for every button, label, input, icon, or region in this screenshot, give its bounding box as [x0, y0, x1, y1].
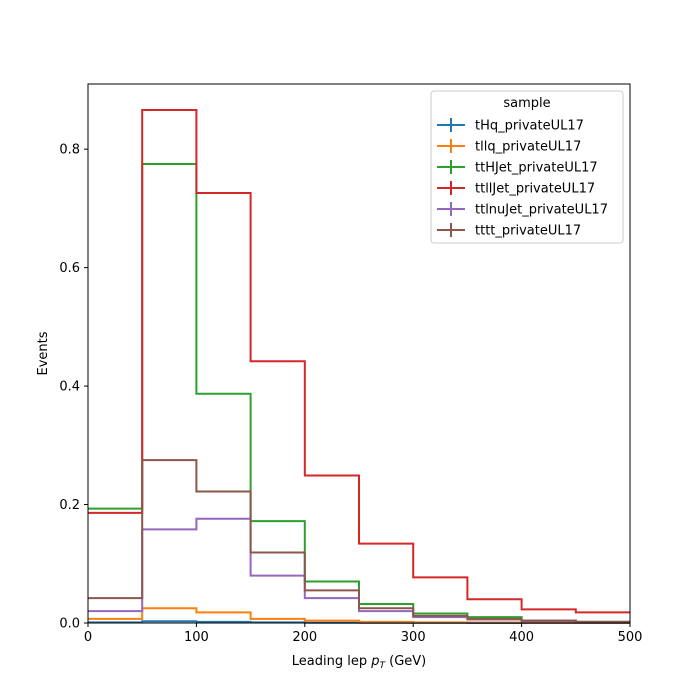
legend-item-tttt_privateUL17: tttt_privateUL17: [437, 223, 581, 239]
legend-label: ttlnuJet_privateUL17: [475, 203, 608, 218]
legend-label: tHq_privateUL17: [475, 119, 584, 134]
x-axis: 0 100 200 300 400 500: [84, 623, 643, 645]
legend: sample tHq_privateUL17 tllq_privateUL17tt…: [430, 90, 624, 244]
legend-item-ttlnuJet_privateUL17: ttlnuJet_privateUL17: [437, 202, 608, 218]
y-tick-label: 0.8: [59, 143, 80, 158]
x-axis-label: Leading lep pT (GeV): [292, 654, 426, 672]
legend-box: [430, 90, 624, 244]
y-tick-label: 0.4: [59, 380, 80, 395]
legend-item-ttllJet_privateUL17: ttllJet_privateUL17: [437, 181, 595, 197]
legend-item-tllq_privateUL17: tllq_privateUL17: [437, 139, 581, 155]
y-axis-label: Events: [36, 331, 51, 375]
y-tick-label: 0.0: [59, 617, 80, 632]
y-tick-label: 0.2: [59, 498, 80, 513]
plot-area: [88, 109, 630, 624]
x-tick-label: 0: [84, 630, 92, 645]
x-tick-label: 300: [401, 630, 426, 645]
legend-label: tllq_privateUL17: [475, 140, 581, 155]
x-tick-label: 500: [618, 630, 643, 645]
legend-label: ttHJet_privateUL17: [475, 161, 598, 176]
series-line-ttllJet_privateUL17: [88, 109, 630, 614]
x-tick-label: 400: [509, 630, 534, 645]
legend-label: ttllJet_privateUL17: [475, 182, 595, 197]
x-tick-label: 100: [184, 630, 209, 645]
axes-frame: [87, 83, 631, 624]
series-line-tttt_privateUL17: [88, 459, 630, 623]
legend-item-tHq_privateUL17: tHq_privateUL17: [437, 118, 584, 134]
legend-item-ttHJet_privateUL17: ttHJet_privateUL17: [437, 160, 598, 176]
legend-label: tttt_privateUL17: [475, 224, 581, 239]
y-axis: 0.0 0.2 0.4 0.6 0.8: [59, 143, 88, 632]
x-tick-label: 200: [292, 630, 317, 645]
legend-title: sample: [503, 96, 550, 111]
y-tick-label: 0.6: [59, 261, 80, 276]
